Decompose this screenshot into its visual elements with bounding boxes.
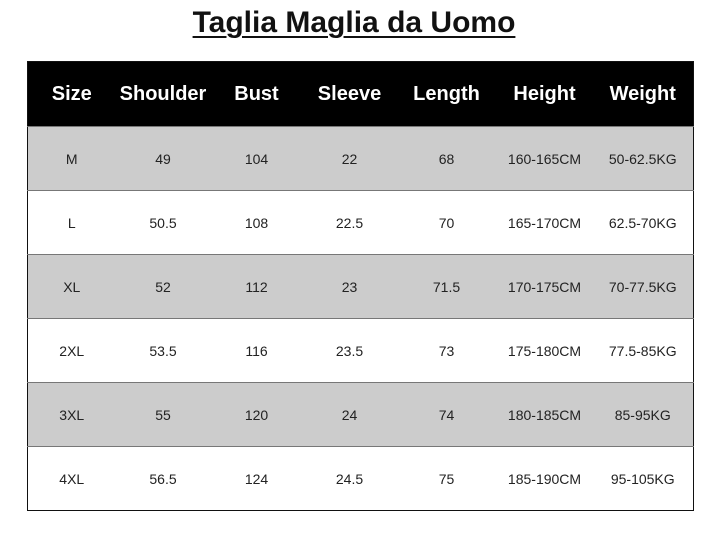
cell-length: 73 <box>396 318 497 383</box>
cell-size: M <box>27 126 116 191</box>
cell-sleeve: 23 <box>302 254 397 319</box>
cell-shoulder: 49 <box>115 126 211 191</box>
cell-shoulder: 53.5 <box>115 318 211 383</box>
column-header-sleeve: Sleeve <box>302 61 397 127</box>
cell-length: 75 <box>396 446 497 511</box>
column-header-weight: Weight <box>592 61 694 127</box>
cell-size: XL <box>27 254 116 319</box>
column-header-length: Length <box>396 61 497 127</box>
column-header-height: Height <box>496 61 593 127</box>
cell-shoulder: 56.5 <box>115 446 211 511</box>
table-row: M 49 104 22 68 160-165CM 50-62.5KG <box>27 126 694 191</box>
cell-sleeve: 22.5 <box>302 190 397 255</box>
column-header-size: Size <box>27 61 116 127</box>
cell-size: 3XL <box>27 382 116 447</box>
table-row: L 50.5 108 22.5 70 165-170CM 62.5-70KG <box>27 190 694 255</box>
cell-sleeve: 23.5 <box>302 318 397 383</box>
table-row: 3XL 55 120 24 74 180-185CM 85-95KG <box>27 382 694 447</box>
cell-sleeve: 22 <box>302 126 397 191</box>
cell-bust: 108 <box>210 190 303 255</box>
cell-shoulder: 55 <box>115 382 211 447</box>
size-chart-table: Size Shoulder Bust Sleeve Length Height Weight… <box>27 61 694 511</box>
cell-length: 70 <box>396 190 497 255</box>
header-row: Size Shoulder Bust Sleeve Length Height Weight <box>27 61 694 127</box>
cell-length: 68 <box>396 126 497 191</box>
page-title: Taglia Maglia da Uomo <box>0 6 708 40</box>
cell-bust: 112 <box>210 254 303 319</box>
cell-bust: 116 <box>210 318 303 383</box>
cell-weight: 85-95KG <box>592 382 694 447</box>
cell-size: L <box>27 190 116 255</box>
cell-length: 74 <box>396 382 497 447</box>
cell-weight: 95-105KG <box>592 446 694 511</box>
cell-weight: 70-77.5KG <box>592 254 694 319</box>
cell-size: 2XL <box>27 318 116 383</box>
cell-height: 160-165CM <box>496 126 593 191</box>
table-row: 2XL 53.5 116 23.5 73 175-180CM 77.5-85KG <box>27 318 694 383</box>
cell-height: 175-180CM <box>496 318 593 383</box>
title-text: Taglia Maglia da Uomo <box>192 6 516 39</box>
cell-shoulder: 52 <box>115 254 211 319</box>
cell-height: 180-185CM <box>496 382 593 447</box>
cell-shoulder: 50.5 <box>115 190 211 255</box>
cell-height: 170-175CM <box>496 254 593 319</box>
table-row: XL 52 112 23 71.5 170-175CM 70-77.5KG <box>27 254 694 319</box>
cell-length: 71.5 <box>396 254 497 319</box>
cell-bust: 104 <box>210 126 303 191</box>
cell-weight: 77.5-85KG <box>592 318 694 383</box>
cell-weight: 62.5-70KG <box>592 190 694 255</box>
column-header-bust: Bust <box>210 61 303 127</box>
cell-height: 185-190CM <box>496 446 593 511</box>
cell-bust: 120 <box>210 382 303 447</box>
column-header-shoulder: Shoulder <box>115 61 211 127</box>
cell-sleeve: 24 <box>302 382 397 447</box>
table-row: 4XL 56.5 124 24.5 75 185-190CM 95-105KG <box>27 446 694 511</box>
cell-size: 4XL <box>27 446 116 511</box>
cell-bust: 124 <box>210 446 303 511</box>
cell-weight: 50-62.5KG <box>592 126 694 191</box>
cell-sleeve: 24.5 <box>302 446 397 511</box>
cell-height: 165-170CM <box>496 190 593 255</box>
